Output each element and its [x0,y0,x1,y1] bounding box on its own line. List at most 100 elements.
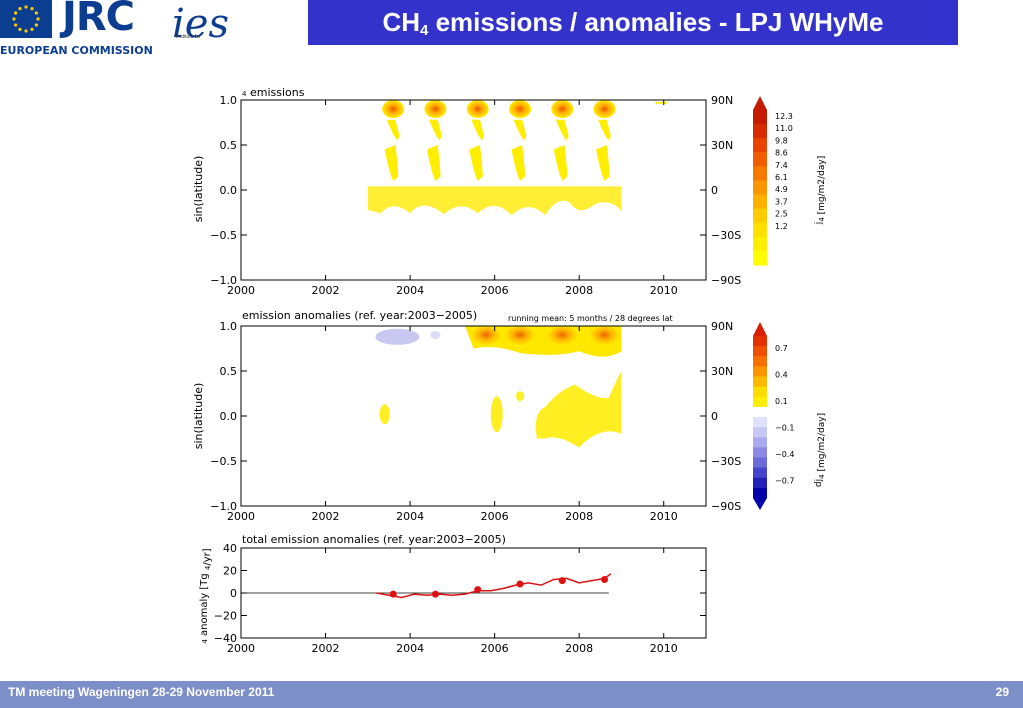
eu-star [34,23,38,27]
colorbar-segment [753,194,767,210]
positive-anomaly-band [465,326,622,357]
colorbar-tick-label: 9.8 [775,136,788,145]
lat-tick-label: 30N [711,365,733,378]
slide-title-post: emissions / anomalies - LPJ WHyMe [428,7,884,37]
subtropical-emission-streak [384,145,399,181]
footer-bar [0,681,1023,708]
y-tick-label: 1.0 [220,320,238,333]
lat-tick-label: −90S [711,274,741,287]
x-tick-label: 2008 [565,284,593,297]
colorbar-segment [753,396,767,408]
anomalies-field [375,326,622,448]
eu-star [18,27,22,31]
ies-logo-subtitle: Institute for [176,34,201,40]
colorbar-arrow-top [753,322,767,336]
panel3-ylabel-text: 4 anomaly [Tg 4/yr] [199,548,213,643]
colorbar-tick-label: 12.3 [775,112,793,121]
colorbar-segment [753,180,767,196]
colorbar-tick-label: −0.7 [775,477,794,486]
anomaly-line [376,573,612,599]
x-tick-label: 2006 [481,642,509,655]
midlat-emission-streak [598,119,611,141]
eu-star [30,27,34,31]
boreal-peak-blob [424,100,447,118]
y-tick-label: 40 [223,542,237,555]
colorbar-segment [753,366,767,377]
x-tick-label: 2002 [312,642,340,655]
panel1-title: 4 emissions [242,86,305,99]
jrc-logo: JRC [62,0,135,40]
y-tick-label: −20 [214,610,237,623]
colorbar-segment [753,356,767,367]
eu-star [24,29,28,33]
panel1-axes: 2000 2002 2004 2006 2008 2010 1.0 90N 0.5 30N 0.0 0… [210,94,741,297]
colorbar-segment [753,467,767,479]
eu-star [24,5,28,9]
y-tick-label: −1.0 [210,500,237,513]
colorbar-segment [753,376,767,388]
residual-patch [655,101,668,104]
panel1-ylabel: sin(latitude) [192,156,205,223]
midlat-emission-streak [555,119,569,141]
panel2-frame [240,325,707,507]
eu-star [36,17,40,21]
slide-title: CH4 emissions / anomalies - LPJ WHyMe [308,0,958,45]
lat-tick-label: 0 [711,184,718,197]
colorbar-tick-label: 8.6 [775,149,788,158]
colorbar-segment [753,208,767,224]
colorbar-segment [753,447,767,458]
colorbar1-label-text: j4 [mg/m2/day] [814,156,827,225]
subtropical-emission-streak [596,145,610,181]
colorbar-tick-label: 0.4 [775,371,788,380]
eu-star [12,17,16,21]
colorbar-tick-label: 0.7 [775,344,788,353]
boreal-peak-blob [593,100,616,118]
y-tick-label: −40 [214,632,237,645]
european-commission-label: EUROPEAN COMMISSION [0,44,153,57]
subtropical-emission-streak [469,145,483,181]
footer-event-text: TM meeting Wageningen 28-29 November 201… [8,685,275,699]
eu-star [14,23,18,27]
colorbar-segment [753,222,767,238]
colorbar-tick-label: 6.1 [775,173,788,182]
boreal-peak-blob [466,100,489,118]
colorbar-segment [753,152,767,167]
eu-star [34,11,38,15]
colorbar-tick-label: 1.2 [775,222,788,231]
annual-anomaly-point [431,590,439,598]
slide-title-sub: 4 [420,22,429,39]
colorbar-segment [753,487,767,499]
positive-anomaly-peak [547,326,578,347]
colorbar-segment [753,138,767,153]
colorbar1-label: j4 [mg/m2/day] [814,156,827,225]
colorbar-segment [753,124,767,139]
y-tick-label: 0.0 [220,184,238,197]
footer-page-number: 29 [995,685,1009,699]
anomalies-panel: emission anomalies (ref. year:2003−2005)… [192,309,827,523]
colorbar-segment [753,346,767,357]
positive-anomaly-patch [516,391,524,402]
x-tick-label: 2000 [227,642,255,655]
y-tick-label: 1.0 [220,94,238,107]
negative-anomaly-blob [375,328,420,345]
colorbar-segment [753,236,767,252]
positive-anomaly-peak [505,326,535,347]
lat-tick-label: 90N [711,320,733,333]
annual-anomaly-point [601,576,609,583]
x-tick-label: 2006 [481,510,509,523]
midlat-emission-streak [386,119,400,141]
y-tick-label: −1.0 [210,274,237,287]
eu-star [30,7,34,11]
figure-panel: 4 emissions sin(latitude) 2000 2002 2004 20… [178,78,839,678]
panel2-ylabel: sin(latitude) [192,383,205,450]
lat-tick-label: −90S [711,500,741,513]
x-tick-label: 2008 [565,510,593,523]
x-tick-label: 2000 [227,510,255,523]
emissions-colorbar: 12.3 11.0 9.8 8.6 7.4 6.1 4.9 3.7 2.5 1.2 [753,96,793,266]
lat-tick-label: 90N [711,94,733,107]
x-tick-label: 2002 [312,510,340,523]
annual-anomaly-point [558,577,566,585]
panel1-title-text: 4 emissions [242,86,305,99]
panel3-ylabel: 4 anomaly [Tg 4/yr] [199,548,213,643]
boreal-peak-blob [382,100,405,118]
